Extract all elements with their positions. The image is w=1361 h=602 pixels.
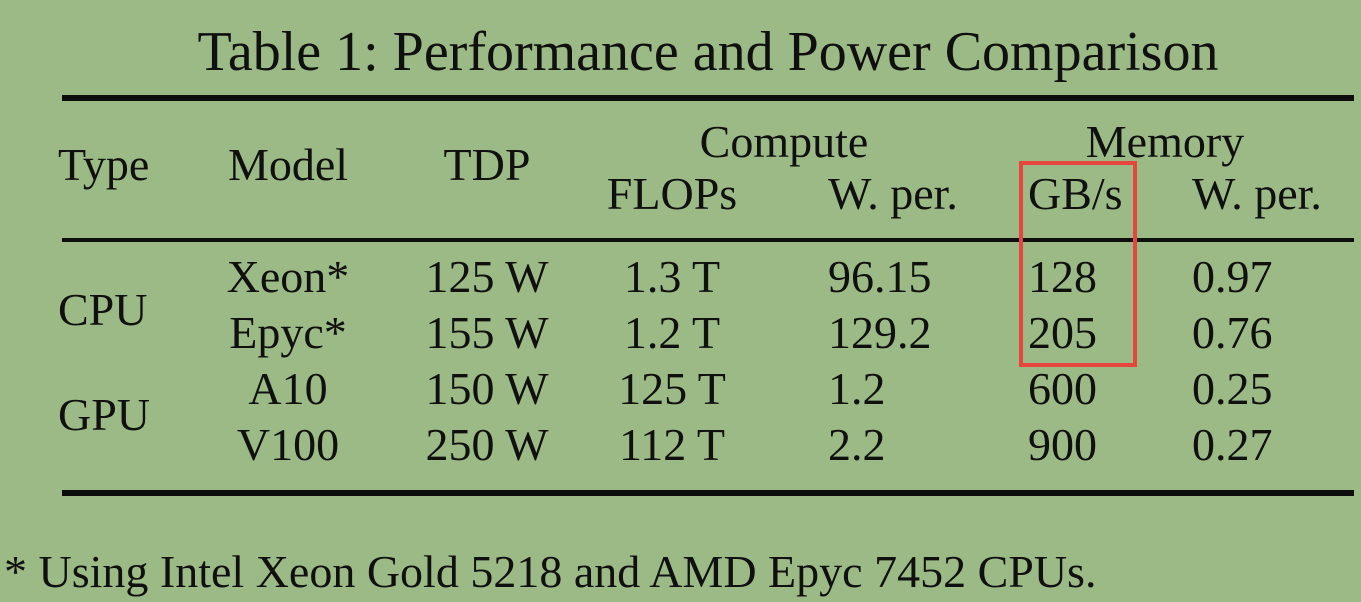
- row-group-cpu: CPU: [58, 284, 148, 335]
- cell-flops: 1.2 T: [623, 307, 721, 358]
- table-top-rule: [62, 95, 1354, 101]
- cell-compute-w-per: 96.15: [828, 251, 932, 302]
- highlight-rectangle-gbs-column: [1019, 161, 1137, 367]
- cell-compute-w-per: 129.2: [828, 307, 932, 358]
- column-header-gbs: GB/s: [1028, 168, 1123, 219]
- row-group-gpu: GPU: [58, 389, 151, 440]
- cell-memory-w-per: 0.97: [1192, 251, 1273, 302]
- table-header-rule: [62, 238, 1354, 242]
- cell-gbs: 600: [1028, 363, 1097, 414]
- cell-compute-w-per: 2.2: [828, 419, 886, 470]
- column-header-memory-w-per: W. per.: [1192, 168, 1322, 219]
- cell-flops: 125 T: [618, 363, 726, 414]
- cell-tdp: 125 W: [425, 251, 549, 302]
- cell-compute-w-per: 1.2: [828, 363, 886, 414]
- cell-tdp: 155 W: [425, 307, 549, 358]
- cell-model: A10: [248, 363, 328, 414]
- column-header-tdp: TDP: [443, 139, 531, 190]
- cell-gbs: 900: [1028, 419, 1097, 470]
- table-bottom-rule: [62, 490, 1354, 496]
- cell-flops: 112 T: [618, 419, 726, 470]
- cell-model: Epyc*: [229, 307, 347, 358]
- cell-flops: 1.3 T: [623, 251, 721, 302]
- cell-tdp: 250 W: [425, 419, 549, 470]
- table-footnote: * Using Intel Xeon Gold 5218 and AMD Epy…: [4, 546, 1097, 597]
- table-caption: Table 1: Performance and Power Compariso…: [197, 21, 1219, 83]
- column-group-compute: Compute: [699, 116, 869, 167]
- cell-tdp: 150 W: [425, 363, 549, 414]
- cell-memory-w-per: 0.76: [1192, 307, 1273, 358]
- cell-model: Xeon*: [226, 251, 350, 302]
- cell-memory-w-per: 0.27: [1192, 419, 1273, 470]
- column-group-memory: Memory: [1085, 116, 1245, 167]
- cell-gbs: 128: [1028, 251, 1097, 302]
- column-header-model: Model: [227, 139, 349, 190]
- cell-memory-w-per: 0.25: [1192, 363, 1273, 414]
- column-header-flops: FLOPs: [606, 168, 738, 219]
- cell-model: V100: [236, 419, 340, 470]
- column-header-compute-w-per: W. per.: [828, 168, 958, 219]
- cell-gbs: 205: [1028, 307, 1097, 358]
- column-header-type: Type: [58, 139, 150, 190]
